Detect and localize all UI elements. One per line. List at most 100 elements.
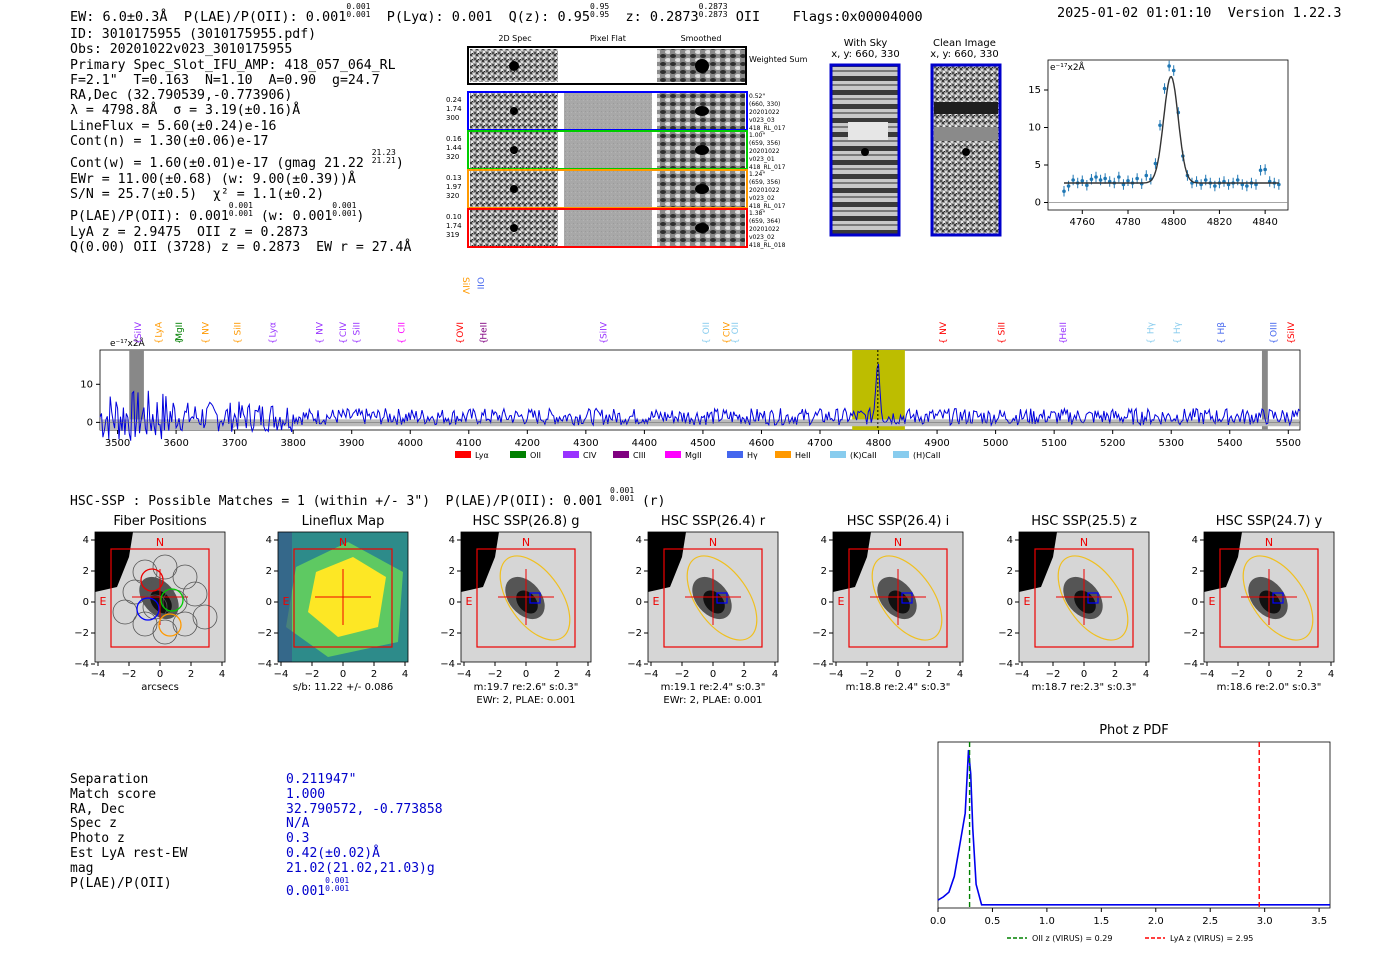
stamp-xtick-label: −2: [860, 669, 875, 680]
header-right: 2025-01-02 01:01:10 Version 1.22.3: [1057, 5, 1342, 21]
stamp-ytick-label: −4: [812, 659, 827, 670]
stamp-ytick-label: 4: [1192, 535, 1198, 546]
cutout-gap: [653, 210, 656, 246]
cutout-row-frame: [467, 208, 748, 248]
fit-data-point: [1258, 168, 1263, 173]
stamp-xtick-label: 2: [371, 669, 377, 680]
cutout-pixel-flat: [564, 210, 652, 246]
spec-legend-swatch: [455, 451, 471, 458]
info-q: Q(0.00) OII (3728) z = 0.2873 EW r = 27.…: [70, 239, 412, 255]
stamp-panel-0: Fiber Positions N E −4 −2 0 2 4 4 2 0 −2 −4 arcsecs: [74, 514, 226, 693]
stamp-fiber-circle: [182, 581, 208, 607]
cutout-row-stat: 0.10: [446, 213, 462, 221]
stamp-fiber-blue: [136, 597, 160, 621]
stamp-subtitle: m:18.7 re:2.3" s:0.3": [1032, 682, 1137, 693]
cutout-row-meta: (660, 330): [749, 101, 780, 108]
spec-masked-region: [1261, 350, 1268, 430]
fit-ytick-label: 15: [1028, 85, 1041, 96]
photz-xtick-label: 0.5: [984, 916, 1000, 927]
stamp-xtick-label: −4: [274, 669, 289, 680]
stamp-fiber-circle: [142, 594, 168, 620]
cutout-source: [510, 185, 518, 193]
stamp-xtick-label: 2: [188, 669, 194, 680]
stamp-ytick-label: 2: [821, 566, 827, 577]
qz-sup: 0.95 0.95: [589, 2, 610, 19]
fit-data-point: [1098, 178, 1103, 182]
fit-xtick-label: 4840: [1252, 217, 1277, 228]
info-contn: Cont(n) = 1.30(±0.06)e-17: [70, 134, 269, 150]
cutout-row-meta: (659, 356): [749, 179, 780, 186]
cutout-gap: [559, 132, 563, 168]
stamp-east-label: E: [466, 595, 473, 608]
info-primary: Primary Spec_Slot_IFU_AMP: 418_057_064_R…: [70, 57, 396, 73]
photz-xtick-label: 0.0: [930, 916, 946, 927]
stamp-xtick-label: 0: [523, 669, 529, 680]
spec-legend-swatch: [893, 451, 909, 458]
fit-data-point: [1144, 173, 1149, 178]
info-id: ID: 3010175955 (3010175955.pdf): [70, 27, 317, 42]
cutout-row-meta: 418_RL_017: [749, 164, 786, 171]
stamp-title: HSC SSP(25.5) z: [1031, 514, 1137, 529]
stamp-xtick-label: 0: [157, 669, 163, 680]
stamp-ytick-label: 0: [636, 597, 642, 608]
cutout-row-meta: 20201022: [749, 187, 780, 194]
fit-data-point: [1126, 178, 1130, 183]
spec-top-label: SiIV: [460, 277, 470, 295]
spec-line-label: Hγ: [1173, 321, 1183, 334]
stamp-source-box: [901, 592, 913, 604]
match-header-sup: 0.001 0.001: [610, 486, 635, 503]
spec-line-label: CIV: [722, 321, 732, 337]
stamp-xtick-label: 0: [1081, 669, 1087, 680]
stamp-search-box: [848, 548, 948, 648]
spec-ytick-label: 10: [80, 379, 93, 390]
spec-line-brace: {: [269, 338, 279, 344]
stamp-search-box: [1219, 548, 1319, 648]
stamp-ytick-label: 4: [636, 535, 642, 546]
stamp-xtick-label: 4: [957, 669, 963, 680]
stamp-ytick-label: 0: [1192, 597, 1198, 608]
stamp-aperture-ellipse: [686, 555, 758, 641]
photz-frame: [937, 741, 1331, 909]
stamp-title: HSC SSP(26.4) r: [661, 514, 766, 529]
cutout-gap: [559, 210, 563, 246]
plya-summary: P(Lyα): 0.001: [386, 9, 493, 25]
qz-summary: Q(z): 0.95: [508, 9, 590, 25]
cutout-source: [510, 146, 518, 154]
stamp-bright-neighbor: [95, 532, 133, 592]
spec-legend-swatch: [510, 451, 526, 458]
match-table: Separation 0.211947" Match score 1.000 RA,…: [70, 772, 443, 899]
stamp-xtick-label: −2: [305, 669, 320, 680]
stamp-ytick-label: 2: [1192, 566, 1198, 577]
stamp-aperture-ellipse: [871, 555, 943, 641]
stamp-aperture-ellipse: [499, 555, 571, 641]
stamp-title: Fiber Positions: [113, 514, 206, 529]
timestamp: 2025-01-02 01:01:10: [1057, 5, 1212, 21]
cutout-col-title-2: Smoothed: [681, 34, 722, 43]
cutout-row-meta: v023_02: [749, 195, 775, 202]
cutout-gap: [559, 93, 563, 129]
stamp-aperture-ellipse: [1057, 555, 1129, 641]
spec-line-label: SiII: [352, 322, 362, 336]
full-spectrum-plot: e⁻¹⁷x2Å 3500 3600 3700 3800 3900 4000 4100 4200 4…: [80, 277, 1301, 460]
stamp-north-label: N: [709, 536, 717, 549]
spec-line-brace: {: [352, 338, 362, 344]
cutout-row-meta: 20201022: [749, 109, 780, 116]
cutout-col-title-0: 2D Spec: [498, 34, 531, 43]
cutout-gap: [653, 132, 656, 168]
spec-line-label: OII: [702, 322, 712, 334]
spec-legend-label: (H)CaII: [913, 451, 940, 460]
spec-xtick-label: 5200: [1100, 438, 1125, 449]
spec-line-label: Hβ: [1217, 322, 1227, 335]
spec-line-brace: {: [731, 338, 741, 344]
match-row-mag: mag 21.02(21.02,21.03)g: [70, 860, 435, 876]
spec-legend-label: OII: [530, 451, 541, 460]
sky-clean-images: [829, 63, 1002, 237]
stamp-subtitle: m:18.6 re:2.0" s:0.3": [1217, 682, 1322, 693]
stamp-east-label: E: [653, 595, 660, 608]
photz-xtick-label: 3.0: [1257, 916, 1273, 927]
stamp-xtick-label: −4: [1200, 669, 1215, 680]
fit-data-point: [1089, 177, 1094, 182]
spec-line-brace: {: [1270, 338, 1280, 344]
